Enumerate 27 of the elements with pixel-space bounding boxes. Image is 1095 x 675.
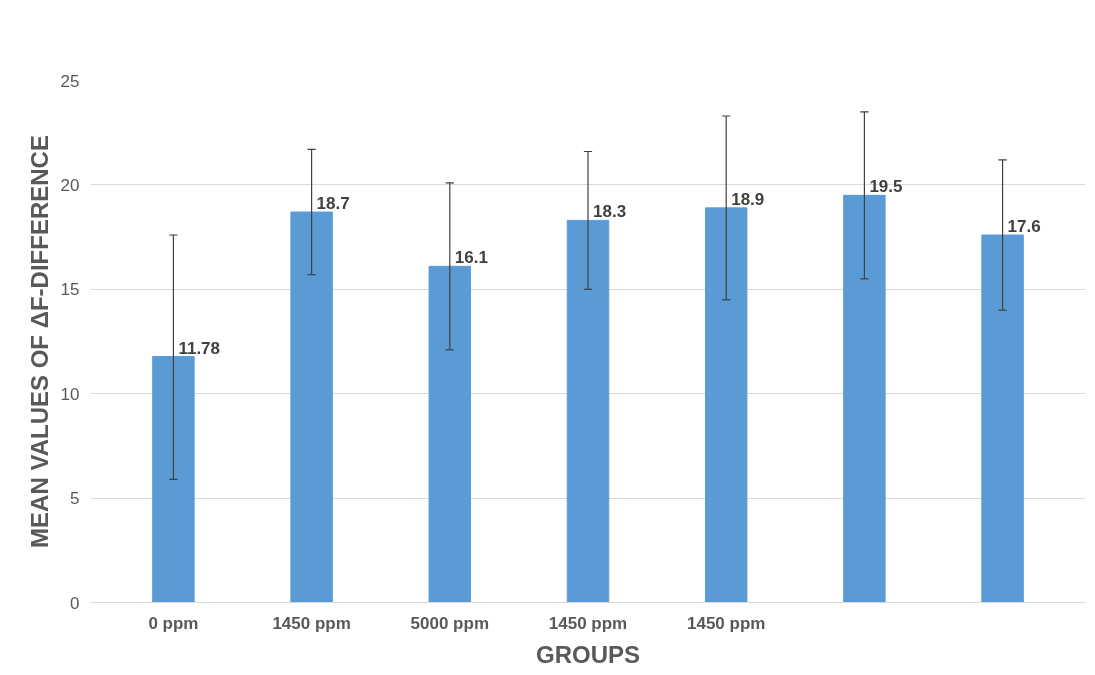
y-tick-label: 0: [70, 593, 80, 613]
x-axis-title: GROUPS: [535, 640, 641, 668]
bar: [981, 234, 1024, 603]
x-tick-label: 5000 ppm: [410, 613, 490, 633]
data-label: 16.1: [454, 248, 488, 268]
x-tick-label: 1450 ppm: [272, 613, 351, 633]
bar: [566, 219, 610, 603]
y-tick-label: 10: [60, 384, 80, 404]
data-label: 18.9: [731, 189, 765, 209]
data-label: 19.5: [869, 177, 903, 197]
y-tick-label: 15: [60, 280, 80, 300]
y-tick-label: 25: [60, 71, 80, 91]
data-label: 17.6: [1007, 217, 1041, 237]
data-label: 11.78: [178, 338, 221, 358]
bar: [704, 207, 748, 603]
y-tick-label: 20: [60, 175, 80, 195]
x-tick-label: 0 ppm: [148, 613, 199, 633]
y-tick-label: 5: [70, 489, 80, 509]
data-label: 18.3: [593, 202, 627, 222]
bar: [290, 211, 333, 603]
y-axis-title: MEAN VALUES OF ΔF-DIFFERENCE: [25, 135, 53, 548]
bar: [428, 265, 472, 603]
x-tick-label: 1450 ppm: [686, 613, 766, 633]
bar: [843, 194, 886, 603]
x-tick-label: 1450 ppm: [548, 613, 628, 633]
data-label: 18.7: [316, 194, 350, 214]
bar: [152, 356, 195, 603]
